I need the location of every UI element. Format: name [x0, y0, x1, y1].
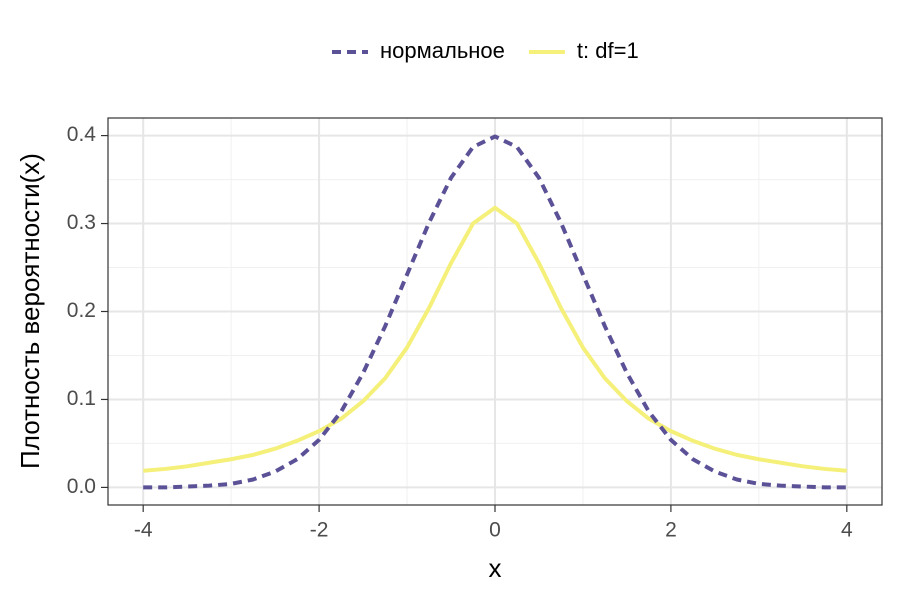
- x-tick-label: 0: [489, 519, 501, 542]
- y-tick-label: 0.1: [67, 387, 96, 410]
- y-axis-title: Плотность вероятности(x): [15, 153, 45, 469]
- panel-border: [107, 117, 883, 506]
- x-tick-label: -2: [310, 519, 329, 542]
- y-tick-label: 0.2: [67, 299, 96, 322]
- line: [143, 134, 847, 490]
- legend-label: t: df=1: [577, 38, 639, 63]
- y-tick-label: 0.0: [67, 475, 96, 498]
- line: [143, 205, 847, 473]
- x-tick-label: -4: [134, 519, 153, 542]
- x-axis-title: x: [489, 553, 502, 583]
- y-tick-label: 0.4: [67, 123, 97, 146]
- x-tick-label: 4: [841, 519, 853, 542]
- legend-label: нормальное: [380, 38, 505, 63]
- x-tick-label: 2: [665, 519, 677, 542]
- y-tick-label: 0.3: [67, 211, 96, 234]
